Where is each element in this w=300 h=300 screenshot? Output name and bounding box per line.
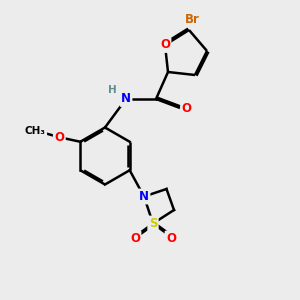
- Text: O: O: [54, 131, 64, 144]
- Text: Br: Br: [184, 13, 200, 26]
- Text: N: N: [139, 190, 149, 203]
- Text: H: H: [108, 85, 117, 95]
- Text: O: O: [166, 232, 176, 245]
- Text: CH₃: CH₃: [25, 126, 46, 136]
- Text: O: O: [160, 38, 170, 52]
- Text: O: O: [182, 101, 192, 115]
- Text: N: N: [121, 92, 131, 106]
- Text: O: O: [130, 232, 140, 245]
- Text: S: S: [149, 217, 157, 230]
